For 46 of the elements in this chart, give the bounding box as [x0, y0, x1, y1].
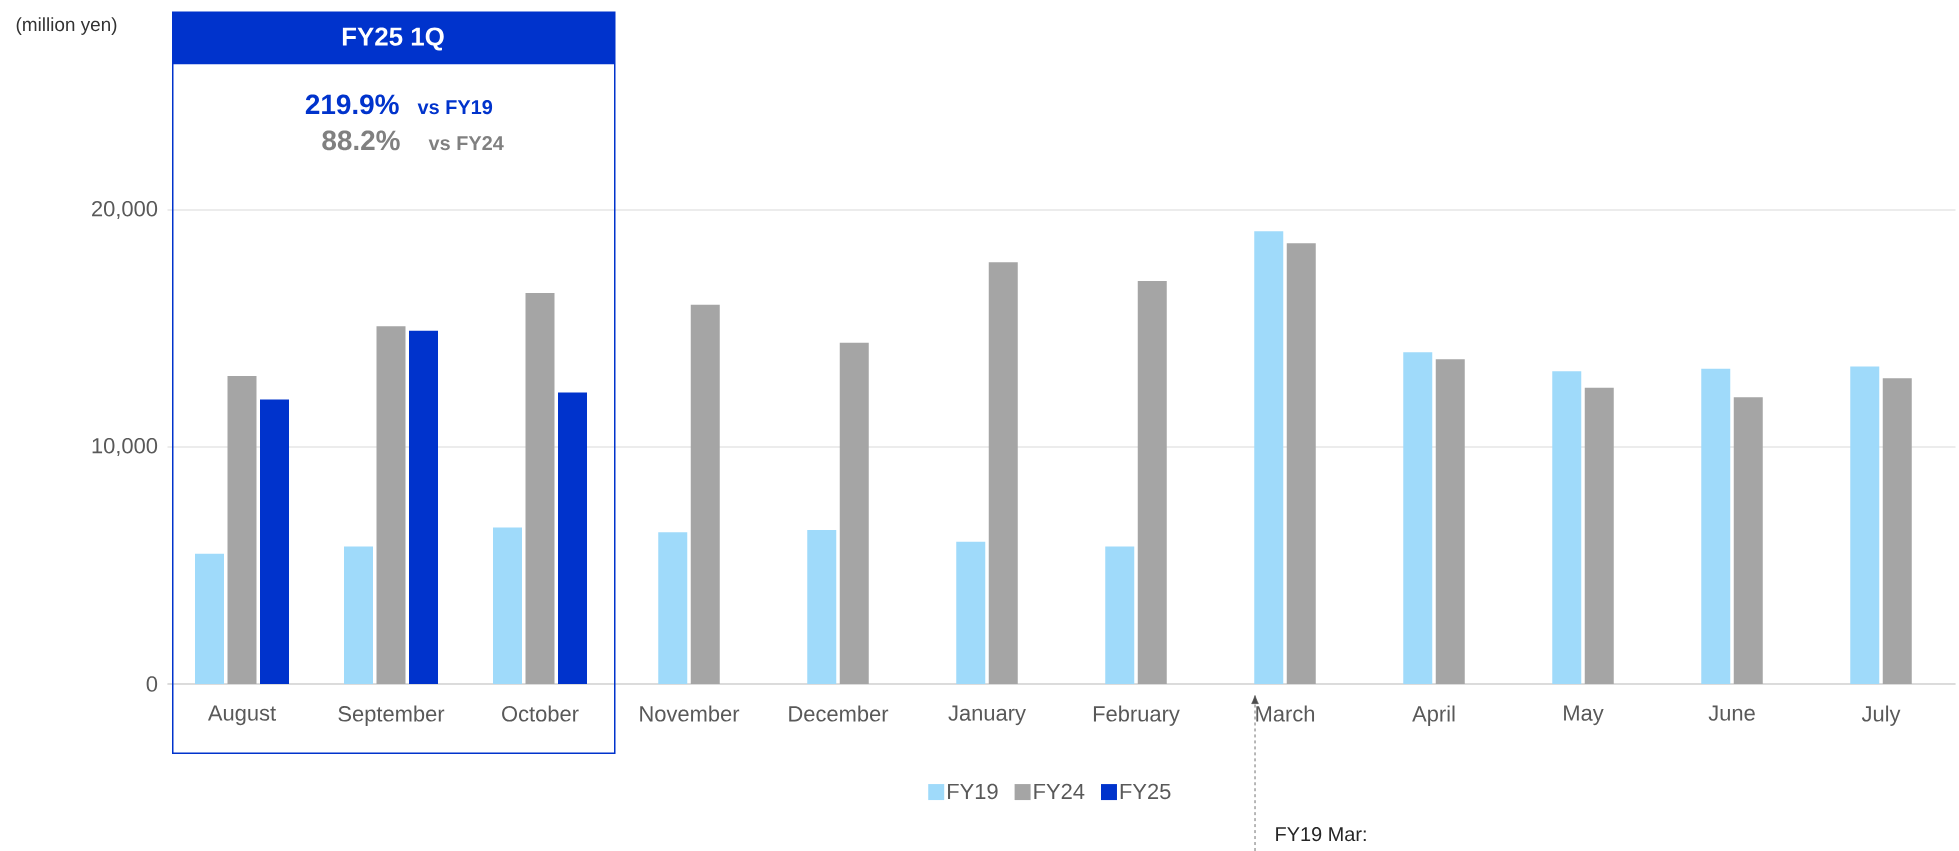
- x-tick-label: October: [502, 705, 579, 722]
- x-tick-label: May: [1564, 705, 1604, 726]
- bar: [1286, 243, 1316, 684]
- text: 88.2%: [322, 130, 400, 151]
- x-tick-label: November: [640, 705, 740, 722]
- y-tick-label: 20,000: [92, 200, 158, 220]
- bar: [1701, 368, 1731, 684]
- bar: [1137, 281, 1167, 684]
- bar: [1435, 359, 1465, 684]
- x-tick-label: December: [789, 705, 889, 722]
- x-tick-label: January: [948, 705, 1026, 726]
- x-tick-label: February: [1093, 705, 1180, 726]
- bar: [1882, 378, 1912, 684]
- bar: [1850, 366, 1880, 684]
- x-tick-label: March: [1256, 705, 1315, 722]
- bar: [558, 392, 587, 684]
- bar: [1552, 371, 1582, 684]
- legend-label: FY19: [948, 783, 998, 800]
- bar: [807, 529, 837, 684]
- text: 219.9%: [305, 94, 399, 115]
- x-tick-label: July: [1861, 705, 1901, 726]
- x-tick-label: April: [1412, 705, 1455, 726]
- text: (million yen): [16, 17, 117, 35]
- y-tick-label: 0: [146, 676, 158, 692]
- bar: [1254, 231, 1284, 684]
- y-tick-label: 10,000: [92, 437, 158, 457]
- bar: [1105, 546, 1135, 684]
- x-tick-label: June: [1708, 705, 1755, 721]
- bar: [956, 541, 986, 684]
- x-tick-label: August: [207, 705, 276, 726]
- text: vs FY19: [417, 100, 493, 115]
- bar: [1403, 352, 1433, 684]
- legend-label: FY25: [1120, 783, 1171, 800]
- bar: [839, 342, 869, 684]
- bar: [260, 399, 289, 684]
- bar: [658, 532, 688, 684]
- x-tick-label: September: [338, 705, 445, 726]
- text: FY19 Mar:: [1276, 827, 1366, 842]
- text: vs FY24: [428, 136, 504, 151]
- legend-label: FY24: [1034, 783, 1085, 799]
- bar: [988, 262, 1018, 684]
- bar: [1584, 387, 1614, 684]
- bar: [690, 304, 720, 684]
- bar: [1733, 397, 1763, 684]
- bar: [409, 330, 438, 684]
- text: FY25 1Q: [342, 27, 444, 51]
